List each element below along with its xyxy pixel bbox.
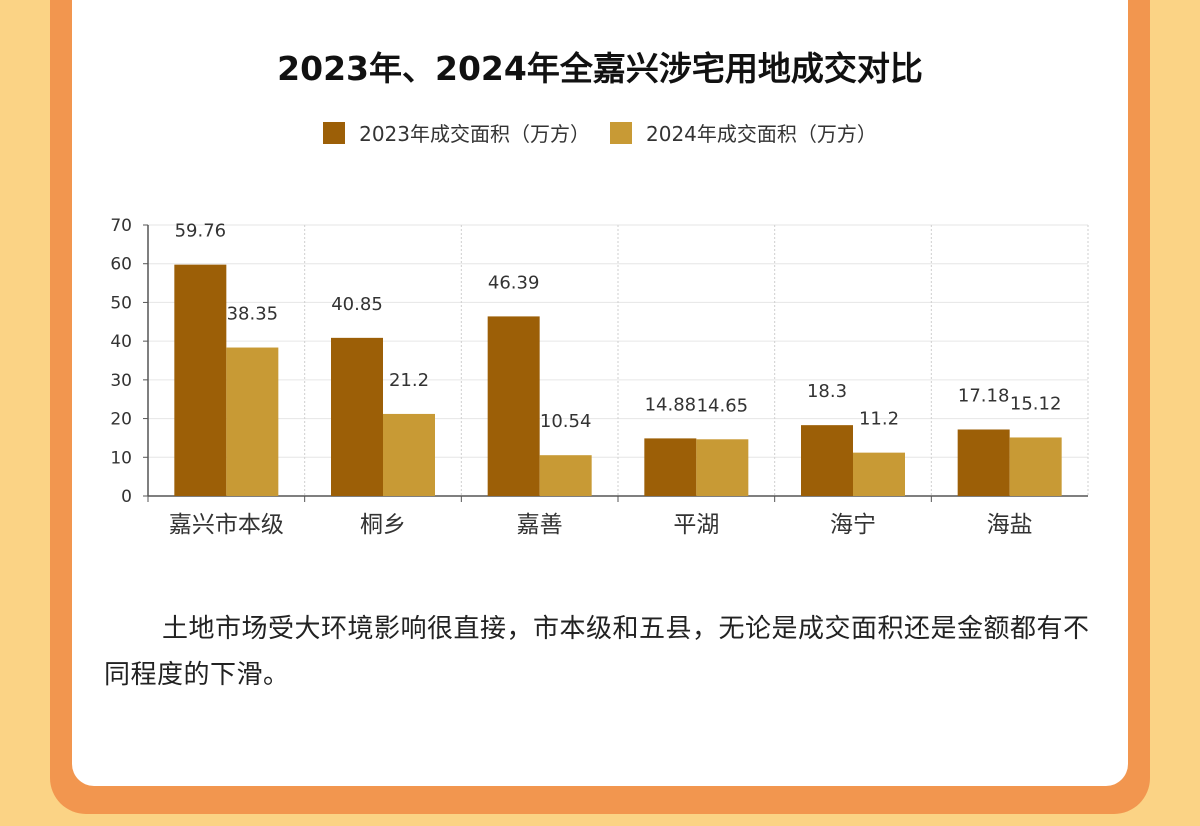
y-tick-label: 0 (121, 487, 132, 507)
bar-2024 (853, 452, 905, 496)
bar-2024 (539, 455, 592, 496)
x-tick-label: 海盐 (987, 512, 1033, 538)
bar-2024 (696, 439, 749, 496)
x-tick-label: 嘉善 (517, 512, 563, 538)
legend-item-2024: 2024年成交面积（万方） (610, 118, 877, 147)
y-tick-label: 70 (110, 216, 132, 236)
data-label-2024: 21.2 (389, 370, 429, 391)
data-label-2024: 11.2 (859, 409, 899, 430)
bar-2024 (383, 413, 435, 496)
data-label-2023: 17.18 (958, 385, 1010, 406)
y-tick-label: 40 (110, 332, 132, 352)
data-label-2024: 10.54 (540, 411, 592, 432)
data-label-2023: 59.76 (175, 221, 227, 242)
bar-2023 (957, 429, 1010, 496)
data-label-2024: 15.12 (1010, 393, 1062, 414)
legend-label-2023: 2023年成交面积（万方） (359, 122, 590, 146)
legend-label-2024: 2024年成交面积（万方） (646, 122, 877, 146)
x-tick-label: 嘉兴市本级 (169, 512, 284, 538)
bar-2023 (487, 316, 540, 496)
bar-2023 (644, 438, 697, 496)
legend-item-2023: 2023年成交面积（万方） (323, 118, 590, 147)
x-tick-label: 海宁 (830, 512, 876, 538)
data-label-2024: 38.35 (227, 304, 279, 325)
bar-2023 (801, 425, 853, 496)
y-tick-label: 50 (110, 293, 132, 313)
data-label-2023: 14.88 (645, 394, 697, 415)
summary-paragraph: 土地市场受大环境影响很直接，市本级和五县，无论是成交面积还是金额都有不同程度的下… (104, 614, 1090, 690)
legend-swatch-2024 (610, 121, 632, 144)
bar-2024 (226, 347, 279, 496)
data-label-2023: 40.85 (331, 294, 383, 315)
x-tick-label: 桐乡 (360, 512, 406, 538)
bar-2023 (331, 337, 383, 496)
x-tick-label: 平湖 (673, 512, 719, 538)
chart-title: 2023年、2024年全嘉兴涉宅用地成交对比 (277, 49, 923, 88)
y-tick-label: 30 (110, 371, 132, 391)
data-label-2024: 14.65 (697, 395, 749, 416)
y-tick-label: 60 (110, 255, 132, 275)
legend-swatch-2023 (323, 121, 346, 144)
bar-2024 (1009, 437, 1062, 496)
y-tick-label: 10 (110, 448, 132, 468)
chart-legend: 2023年成交面积（万方） 2024年成交面积（万方） (0, 118, 1200, 147)
bar-2023 (174, 264, 227, 496)
data-label-2023: 18.3 (807, 381, 847, 402)
data-label-2023: 46.39 (488, 272, 540, 293)
y-tick-label: 20 (110, 410, 132, 430)
